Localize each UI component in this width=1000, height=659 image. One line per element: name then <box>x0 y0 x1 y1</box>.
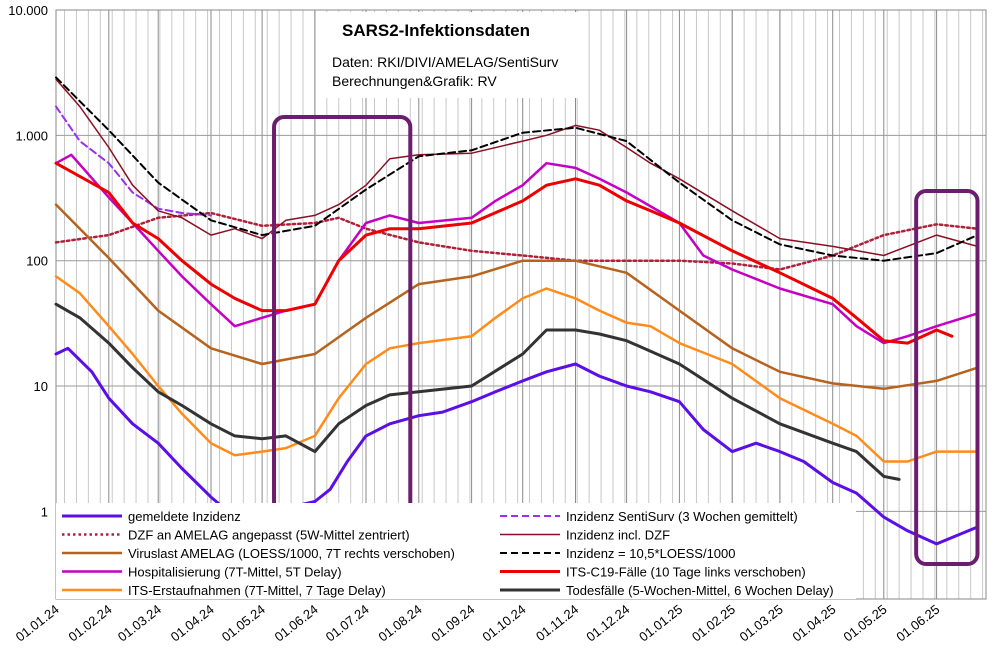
y-tick-label: 1 <box>41 504 48 519</box>
chart-subtitle-line-1: Daten: RKI/DIVI/AMELAG/SentiSurv <box>332 54 558 70</box>
legend-label: Todesfälle (5-Wochen-Mittel, 6 Wochen De… <box>566 583 834 598</box>
legend-label: ITS-Erstaufnahmen (7T-Mittel, 7 Tage Del… <box>128 583 386 598</box>
legend-background <box>56 503 856 599</box>
legend-label: gemeldete Inzidenz <box>128 509 241 524</box>
series-line-5 <box>55 78 979 257</box>
y-axis-tick-labels: 1 10 100 1.000 10.000 <box>8 3 48 519</box>
legend-label: Hospitalisierung (7T-Mittel, 5T Delay) <box>128 565 342 580</box>
chart-subtitle-line-2: Berechnungen&Grafik: RV <box>332 73 497 89</box>
series-line-4 <box>55 105 212 217</box>
legend-label: DZF an AMELAG angepasst (5W-Mittel zentr… <box>128 528 410 543</box>
legend-label: Inzidenz = 10,5*LOESS/1000 <box>566 546 735 561</box>
series-line-2 <box>54 211 979 271</box>
series-line-3 <box>54 203 979 391</box>
y-tick-label: 10.000 <box>8 3 48 18</box>
legend-label: Inzidenz SentiSurv (3 Wochen gemittelt) <box>566 509 798 524</box>
series-line-1 <box>54 346 979 546</box>
series-line-6 <box>55 76 979 262</box>
legend-label: Inzidenz incl. DZF <box>566 528 670 543</box>
legend-label: Viruslast AMELAG (LOESS/1000, 7T rechts … <box>128 546 455 561</box>
series-line-8 <box>54 161 954 345</box>
title-box: SARS2-Infektionsdaten Daten: RKI/DIVI/AM… <box>325 12 585 98</box>
series-line-10 <box>54 302 901 481</box>
title-box-background <box>325 12 585 98</box>
legend: gemeldete Inzidenz Inzidenz SentiSurv (3 … <box>56 503 856 599</box>
y-tick-label: 1.000 <box>15 128 48 143</box>
series-line-9 <box>54 275 979 463</box>
series-line-7 <box>54 153 979 345</box>
highlight-box-2 <box>914 188 980 567</box>
y-tick-label: 10 <box>34 379 48 394</box>
legend-label: ITS-C19-Fälle (10 Tage links verschoben) <box>566 565 806 580</box>
chart-title: SARS2-Infektionsdaten <box>342 21 530 40</box>
y-tick-label: 100 <box>26 254 48 269</box>
series-layer <box>54 76 979 546</box>
